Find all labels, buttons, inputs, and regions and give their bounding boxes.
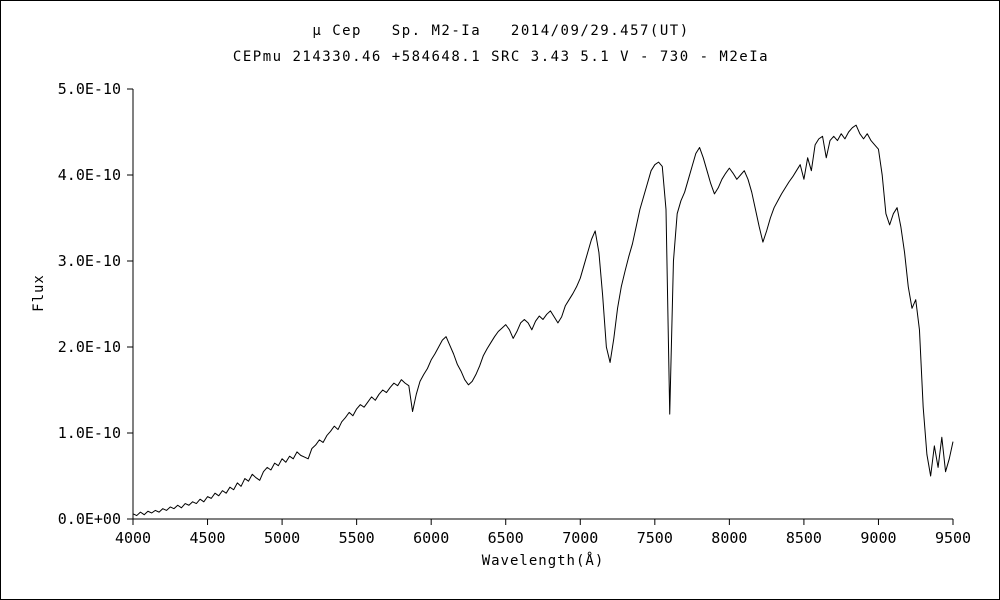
x-tick-label: 4500 bbox=[189, 529, 225, 547]
chart-title: μ Cep Sp. M2-Ia 2014/09/29.457(UT) bbox=[312, 23, 690, 39]
y-tick-label: 1.0E-10 bbox=[58, 424, 121, 442]
x-tick-label: 9000 bbox=[860, 529, 896, 547]
x-tick-label: 7000 bbox=[562, 529, 598, 547]
x-tick-label: 6500 bbox=[488, 529, 524, 547]
x-tick-label: 9500 bbox=[935, 529, 971, 547]
spectrum-line bbox=[132, 124, 954, 517]
x-tick-label: 5000 bbox=[264, 529, 300, 547]
chart-subtitle: CEPmu 214330.46 +584648.1 SRC 3.43 5.1 V… bbox=[232, 49, 770, 65]
x-tick-label: 5500 bbox=[339, 529, 375, 547]
y-tick-label: 0.0E+00 bbox=[58, 510, 121, 528]
x-tick-label: 8500 bbox=[786, 529, 822, 547]
x-axis-title: Wavelength(Å) bbox=[481, 553, 605, 569]
y-tick-label: 5.0E-10 bbox=[58, 80, 121, 98]
y-tick-label: 4.0E-10 bbox=[58, 166, 121, 184]
x-tick-label: 7500 bbox=[637, 529, 673, 547]
x-tick-label: 8000 bbox=[711, 529, 747, 547]
y-tick-label: 3.0E-10 bbox=[58, 252, 121, 270]
x-tick-label: 6000 bbox=[413, 529, 449, 547]
x-tick-label: 4000 bbox=[115, 529, 151, 547]
y-tick-label: 2.0E-10 bbox=[58, 338, 121, 356]
